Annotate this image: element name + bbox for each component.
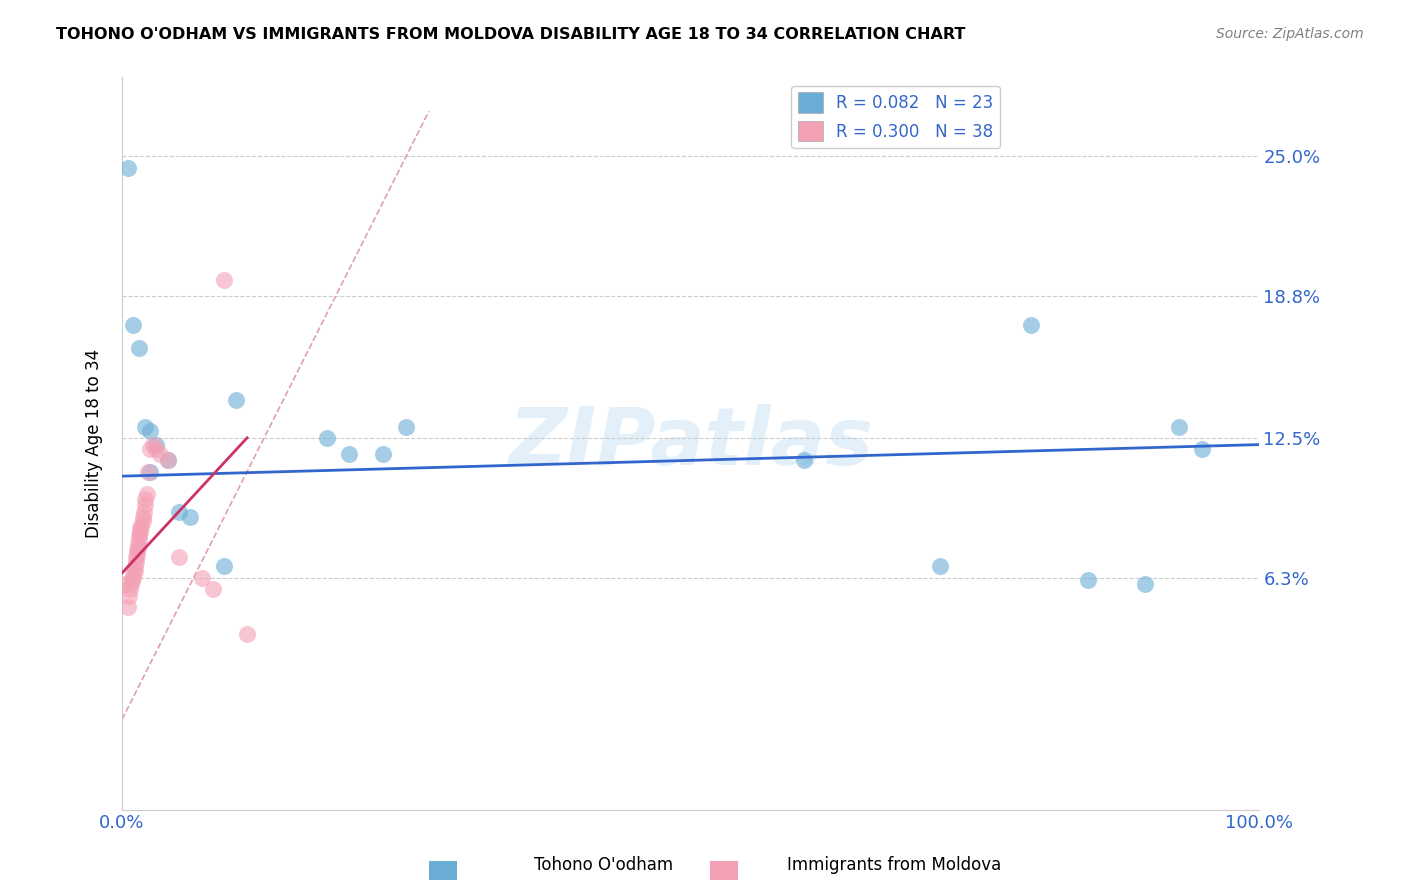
- Text: TOHONO O'ODHAM VS IMMIGRANTS FROM MOLDOVA DISABILITY AGE 18 TO 34 CORRELATION CH: TOHONO O'ODHAM VS IMMIGRANTS FROM MOLDOV…: [56, 27, 966, 42]
- Point: [122, 318, 145, 333]
- Point: [124, 559, 146, 574]
- Point: [125, 555, 148, 569]
- Point: [127, 537, 149, 551]
- Point: [118, 582, 141, 596]
- Y-axis label: Disability Age 18 to 34: Disability Age 18 to 34: [86, 349, 103, 538]
- Point: [929, 559, 952, 574]
- Point: [120, 577, 142, 591]
- Point: [145, 437, 167, 451]
- Point: [129, 525, 152, 540]
- Point: [214, 559, 236, 574]
- Point: [373, 447, 395, 461]
- Point: [125, 543, 148, 558]
- Point: [1077, 573, 1099, 587]
- Point: [118, 589, 141, 603]
- Point: [395, 419, 418, 434]
- Text: Source: ZipAtlas.com: Source: ZipAtlas.com: [1216, 27, 1364, 41]
- Point: [117, 599, 139, 614]
- Point: [131, 514, 153, 528]
- Point: [139, 442, 162, 456]
- Point: [136, 487, 159, 501]
- Point: [129, 521, 152, 535]
- Point: [128, 527, 150, 541]
- Point: [1168, 419, 1191, 434]
- Point: [134, 419, 156, 434]
- Point: [167, 550, 190, 565]
- Point: [190, 570, 212, 584]
- Point: [139, 424, 162, 438]
- Point: [142, 437, 165, 451]
- Point: [134, 499, 156, 513]
- Point: [315, 431, 337, 445]
- Point: [117, 161, 139, 175]
- Point: [132, 505, 155, 519]
- Point: [124, 564, 146, 578]
- Point: [134, 491, 156, 506]
- Text: Tohono O'odham: Tohono O'odham: [534, 856, 673, 874]
- Point: [128, 533, 150, 547]
- Point: [136, 465, 159, 479]
- Point: [179, 509, 201, 524]
- Point: [121, 573, 143, 587]
- Point: [1191, 442, 1213, 456]
- Point: [122, 570, 145, 584]
- Point: [131, 518, 153, 533]
- Point: [139, 465, 162, 479]
- Text: Immigrants from Moldova: Immigrants from Moldova: [787, 856, 1001, 874]
- Point: [1019, 318, 1042, 333]
- Point: [125, 550, 148, 565]
- Point: [131, 509, 153, 524]
- Point: [225, 392, 247, 407]
- Text: ZIPatlas: ZIPatlas: [508, 404, 873, 483]
- Point: [201, 582, 224, 596]
- Point: [156, 453, 179, 467]
- Point: [145, 442, 167, 456]
- Point: [127, 541, 149, 556]
- Point: [128, 341, 150, 355]
- Point: [167, 505, 190, 519]
- Point: [1133, 577, 1156, 591]
- Point: [337, 447, 360, 461]
- Point: [125, 548, 148, 562]
- Point: [236, 627, 259, 641]
- Point: [214, 273, 236, 287]
- Point: [793, 453, 815, 467]
- Point: [148, 447, 170, 461]
- Point: [122, 566, 145, 580]
- Legend: R = 0.082   N = 23, R = 0.300   N = 38: R = 0.082 N = 23, R = 0.300 N = 38: [792, 86, 1000, 148]
- Point: [156, 453, 179, 467]
- Point: [114, 577, 136, 591]
